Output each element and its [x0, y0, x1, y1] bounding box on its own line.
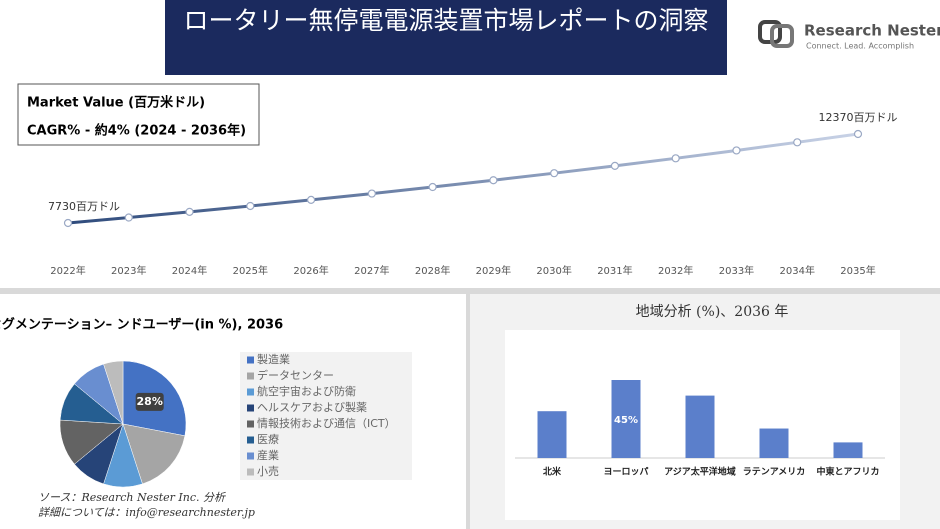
- divider: [0, 288, 940, 294]
- title: ロータリー無停電電源装置市場レポートの洞察: [183, 6, 709, 35]
- marker: [428, 182, 437, 192]
- data-label: 45%: [614, 415, 638, 426]
- line: [67, 132, 859, 225]
- legend-swatch: [247, 420, 254, 428]
- x-tick-label: 2031年: [597, 264, 632, 277]
- bar: [537, 411, 567, 458]
- x-tick-label: 2025年: [233, 264, 268, 277]
- x-tick-label: アジア太平洋地域: [664, 466, 736, 478]
- x-tick-label: 2032年: [658, 264, 693, 277]
- x-tick-label: ラテンアメリカ: [743, 467, 806, 478]
- x-tick-label: 2033年: [719, 264, 754, 277]
- x-tick-label: 2022年: [50, 264, 85, 277]
- marker: [671, 154, 680, 163]
- legend-label: ヘルスケアおよび製薬: [257, 400, 367, 414]
- legend-label: データセンター: [257, 368, 334, 382]
- logo-name: Research Nester: [804, 22, 940, 40]
- x-tick-label: 2026年: [293, 264, 328, 277]
- pie-slice: [122, 423, 186, 485]
- marker: [124, 213, 133, 222]
- legend-swatch: [247, 388, 254, 396]
- legend-label: 医療: [257, 432, 279, 446]
- legend-label: 情報技術および通信（ICT）: [257, 417, 396, 430]
- bar: [685, 395, 715, 458]
- bar: [759, 428, 789, 458]
- source: ソース：Research Nester Inc. 分析: [38, 491, 227, 504]
- data-label: 12370百万ドル: [819, 111, 898, 124]
- info-text: CAGR% - 約4% (2024 - 2036年): [27, 123, 246, 139]
- x-tick-label: 北米: [543, 466, 562, 478]
- legend-box: [240, 352, 412, 480]
- marker: [185, 207, 194, 216]
- legend-label: 産業: [257, 449, 279, 462]
- marker: [610, 161, 620, 170]
- marker: [246, 201, 255, 211]
- marker: [793, 138, 802, 147]
- info-box: [17, 83, 260, 146]
- title-banner: ロータリー無停電電源装置市場レポートの洞察: [165, 0, 727, 75]
- logo-tagline: Connect. Lead. Accomplish: [806, 42, 914, 51]
- bar: [611, 380, 641, 458]
- x-tick-label: 2029年: [476, 264, 511, 277]
- x-tick-label: ヨーロッパ: [603, 466, 648, 478]
- bar-title: 地域分析 (%)、2036 年: [636, 304, 789, 320]
- divider: [466, 294, 470, 529]
- legend-swatch: [247, 468, 254, 476]
- pie-slice: [103, 360, 124, 425]
- label-bg: [135, 392, 164, 411]
- x-tick-label: 2035年: [840, 264, 875, 277]
- marker: [732, 146, 741, 155]
- x-tick-label: 2034年: [780, 264, 815, 277]
- x-tick-label: 2027年: [354, 264, 389, 277]
- marker: [489, 176, 498, 185]
- pie-title: 市場セグメンテーション– ンドユーザー(in %), 2036: [0, 317, 283, 333]
- marker: [367, 189, 376, 198]
- x-tick-label: 中東とアフリカ: [816, 466, 879, 478]
- x-tick-label: 2028年: [415, 264, 450, 277]
- marker: [550, 169, 559, 178]
- contact: 詳細については：info@researchnester.jp: [38, 506, 255, 519]
- legend-label: 航空宇宙および防衛: [257, 384, 356, 398]
- x-tick-label: 2030年: [536, 264, 571, 277]
- x-tick-label: 2024年: [172, 264, 207, 277]
- marker: [63, 218, 73, 228]
- legend-swatch: [247, 372, 254, 380]
- marker: [306, 195, 316, 204]
- x-tick-label: 2023年: [111, 264, 146, 277]
- bar: [833, 442, 863, 458]
- legend-swatch: [247, 452, 254, 460]
- data-label: 7730百万ドル: [48, 200, 120, 213]
- legend-swatch: [247, 404, 254, 412]
- data-label: 28%: [137, 395, 163, 408]
- info-text: Market Value (百万米ドル): [27, 95, 205, 111]
- legend-swatch: [247, 356, 254, 364]
- legend-swatch: [247, 436, 254, 444]
- legend-label: 小売: [257, 465, 279, 478]
- legend-label: 製造業: [257, 352, 290, 366]
- marker: [853, 129, 863, 139]
- logo: [758, 20, 794, 48]
